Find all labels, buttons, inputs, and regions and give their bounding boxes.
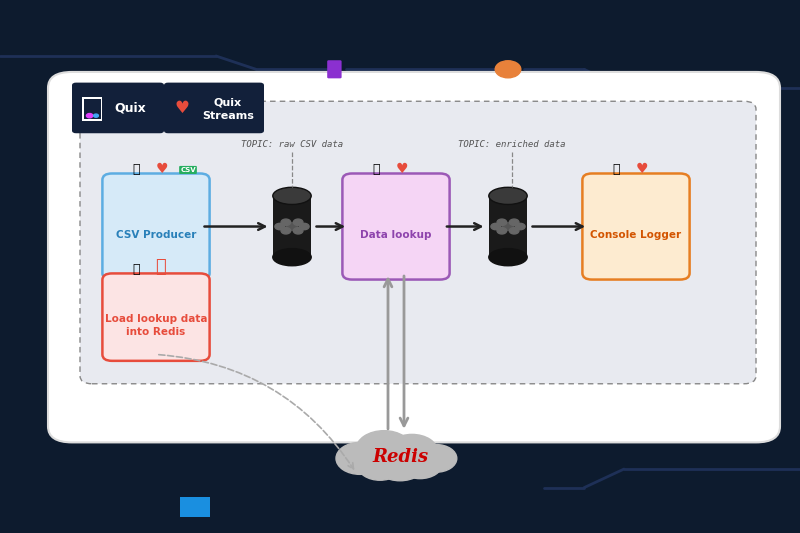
- Text: 𝑅: 𝑅: [154, 257, 166, 276]
- Text: TOPIC: enriched data: TOPIC: enriched data: [458, 140, 566, 149]
- Text: ♥: ♥: [635, 161, 648, 176]
- Circle shape: [358, 450, 402, 480]
- Circle shape: [497, 228, 506, 234]
- Text: ♥: ♥: [175, 99, 190, 117]
- Circle shape: [94, 114, 98, 117]
- FancyBboxPatch shape: [582, 174, 690, 280]
- FancyBboxPatch shape: [164, 83, 264, 133]
- Text: Data lookup: Data lookup: [360, 230, 432, 239]
- Text: CSV Producer: CSV Producer: [116, 230, 196, 239]
- Circle shape: [86, 114, 93, 118]
- Ellipse shape: [489, 248, 527, 266]
- Circle shape: [510, 219, 519, 225]
- Text: Quix: Quix: [214, 98, 242, 108]
- Text: 🐍: 🐍: [132, 163, 140, 176]
- Text: 🐍: 🐍: [612, 163, 620, 176]
- Circle shape: [495, 61, 521, 78]
- Ellipse shape: [273, 248, 311, 266]
- Bar: [84, 99, 101, 119]
- Ellipse shape: [273, 187, 311, 205]
- Circle shape: [374, 447, 426, 481]
- Text: 🐍: 🐍: [372, 163, 380, 176]
- Circle shape: [515, 223, 525, 230]
- Text: Redis: Redis: [372, 448, 428, 466]
- FancyBboxPatch shape: [342, 174, 450, 280]
- Circle shape: [502, 223, 514, 230]
- Text: 🐍: 🐍: [132, 263, 140, 276]
- FancyBboxPatch shape: [102, 273, 210, 361]
- Circle shape: [336, 442, 384, 474]
- Circle shape: [286, 223, 298, 230]
- FancyBboxPatch shape: [80, 101, 756, 384]
- Circle shape: [294, 228, 303, 234]
- Circle shape: [281, 219, 290, 225]
- Bar: [489, 196, 527, 257]
- FancyBboxPatch shape: [102, 174, 210, 280]
- Text: Quix: Quix: [114, 102, 146, 115]
- Circle shape: [275, 223, 285, 230]
- Text: ♥: ♥: [395, 161, 408, 176]
- Bar: [180, 497, 210, 517]
- Bar: [273, 196, 311, 257]
- Circle shape: [510, 228, 519, 234]
- FancyBboxPatch shape: [327, 60, 342, 78]
- Circle shape: [386, 434, 438, 469]
- Text: Load lookup data
into Redis: Load lookup data into Redis: [105, 313, 207, 337]
- Circle shape: [497, 219, 506, 225]
- Text: CSV: CSV: [180, 167, 196, 173]
- Circle shape: [299, 223, 309, 230]
- Bar: [82, 97, 102, 121]
- Text: TOPIC: raw CSV data: TOPIC: raw CSV data: [241, 140, 343, 149]
- Circle shape: [294, 219, 303, 225]
- Text: Console Logger: Console Logger: [590, 230, 682, 239]
- Circle shape: [398, 449, 442, 479]
- FancyBboxPatch shape: [48, 72, 780, 442]
- Circle shape: [281, 228, 290, 234]
- FancyBboxPatch shape: [72, 83, 164, 133]
- Circle shape: [356, 431, 412, 468]
- Ellipse shape: [489, 187, 527, 205]
- Circle shape: [415, 445, 457, 472]
- Text: ♥: ♥: [155, 161, 168, 176]
- Circle shape: [491, 223, 501, 230]
- Text: Streams: Streams: [202, 111, 254, 120]
